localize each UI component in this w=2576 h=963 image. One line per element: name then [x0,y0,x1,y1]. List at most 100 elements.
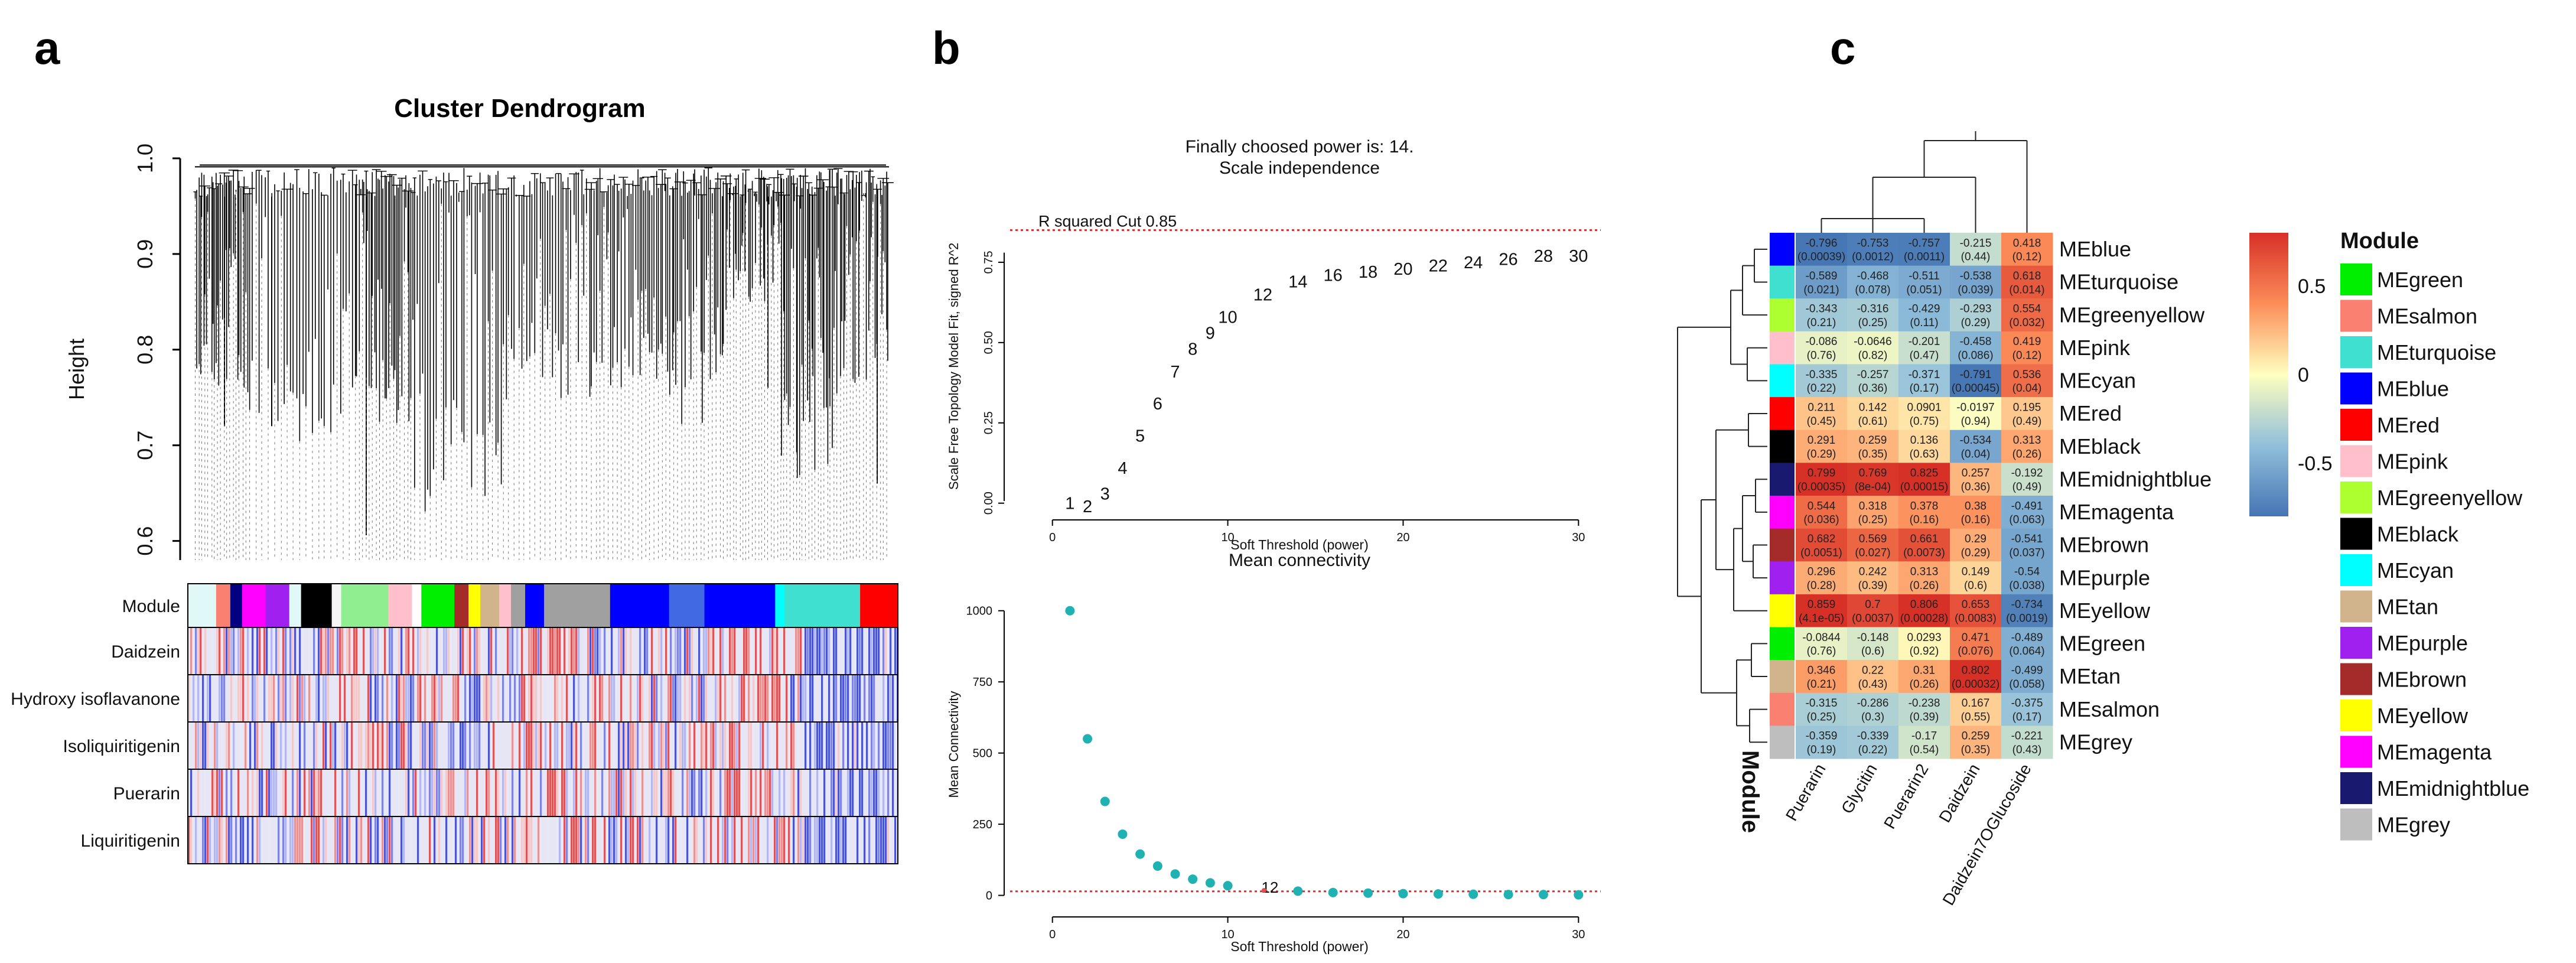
trait-stripe [594,722,597,769]
trait-stripe [221,722,223,769]
trait-stripe [382,675,384,722]
trait-stripe [275,627,278,675]
heatmap-cell-pvalue: (0.22) [1858,744,1888,756]
panel-a-label: a [34,22,60,74]
trait-stripe [259,627,261,675]
scale-point: 26 [1499,250,1517,269]
trait-stripe [512,816,514,864]
heatmap-cell [1950,364,2002,398]
heatmap-cell [1950,692,2002,726]
trait-stripe [684,627,686,675]
heatmap-cell-pvalue: (0.12) [2012,350,2042,362]
trait-stripe [438,627,441,675]
scale-point: 16 [1324,266,1343,285]
module-segment [331,584,342,627]
trait-stripe [408,627,410,675]
heatmap-cell-corr: -0.757 [1909,237,1940,249]
heatmap-cell-pvalue: (0.037) [2009,546,2044,559]
trait-stripe [892,769,894,816]
module-segment [704,584,776,627]
trait-stripe [540,769,542,816]
trait-stripe [684,675,686,722]
trait-stripe [325,675,327,722]
trait-stripe [514,816,516,864]
trait-stripe [450,722,452,769]
panel-b-label: b [932,22,960,74]
heatmap-cell [1796,528,1848,562]
trait-stripe [887,627,890,675]
trait-stripe [400,816,403,864]
module-segment [242,584,266,627]
trait-stripe [620,627,623,675]
trait-stripe [521,675,523,722]
legend-swatch [2340,736,2372,768]
heatmap-cell-pvalue: (0.00035) [1797,481,1845,493]
trait-stripe [502,769,504,816]
heatmap-cell-corr: -0.315 [1806,697,1838,710]
heatmap-cell-corr: -0.201 [1909,336,1940,348]
trait-stripe [651,722,653,769]
trait-stripe [530,722,533,769]
heatmap-cell [1847,561,1899,595]
trait-stripe [207,675,209,722]
trait-stripe [580,816,582,864]
trait-stripe [594,769,597,816]
trait-stripe [483,722,486,769]
trait-stripe [632,722,634,769]
trait-stripe [386,675,389,722]
heatmap-cell-corr: -0.0844 [1802,632,1841,644]
trait-stripe [835,816,838,864]
trait-stripe [467,769,469,816]
connectivity-point [1100,796,1110,806]
trait-stripe [693,816,696,864]
heatmap-cell [1950,528,2002,562]
trait-stripe [358,816,360,864]
trait-stripe [750,627,753,675]
trait-stripe [495,627,497,675]
trait-stripe [219,816,221,864]
trait-stripe [334,816,337,864]
trait-stripe [727,769,729,816]
heatmap-cell-corr: -0.541 [2011,533,2043,545]
heatmap-cell-corr: -0.086 [1806,336,1838,348]
trait-stripe [660,675,663,722]
trait-stripe [214,769,216,816]
scale-point: 12 [1253,285,1272,304]
trait-stripe [566,627,568,675]
trait-stripe [263,627,266,675]
trait-stripe [419,675,422,722]
trait-stripe [188,627,190,675]
trait-stripe [337,769,339,816]
heatmap-cell-corr: -0.335 [1806,369,1838,381]
module-segment [388,584,412,627]
trait-stripe [507,769,509,816]
trait-stripe [237,769,240,816]
legend-swatch [2340,772,2372,804]
trait-stripe [701,675,703,722]
trait-stripe [658,769,660,816]
trait-stripe [675,722,677,769]
trait-stripe [547,769,549,816]
heatmap-cell-pvalue: (0.039) [1958,284,1993,296]
heatmap-cell [2001,331,2053,365]
trait-stripe [894,816,897,864]
heatmap-cell-corr: 0.661 [1910,533,1939,545]
heatmap-cell-corr: 0.418 [2013,237,2041,249]
heatmap-cell-corr: -0.371 [1909,369,1940,381]
trait-stripe [641,816,644,864]
trait-stripe [292,675,294,722]
trait-stripe [391,816,393,864]
trait-stripe [698,627,701,675]
heatmap-cell-pvalue: (0.55) [1961,711,1991,723]
trait-stripe [535,675,538,722]
heatmap-cell-pvalue: (0.051) [1906,284,1942,296]
trait-stripe [476,722,478,769]
trait-stripe [573,816,575,864]
trait-stripe [566,675,568,722]
trait-stripe [618,769,620,816]
heatmap-cell-pvalue: (0.00015) [1900,481,1948,493]
heatmap-cell-corr: 0.149 [1962,566,1990,578]
heatmap-cell-corr: -0.148 [1857,632,1889,644]
trait-stripe [403,722,405,769]
trait-stripe [750,722,753,769]
